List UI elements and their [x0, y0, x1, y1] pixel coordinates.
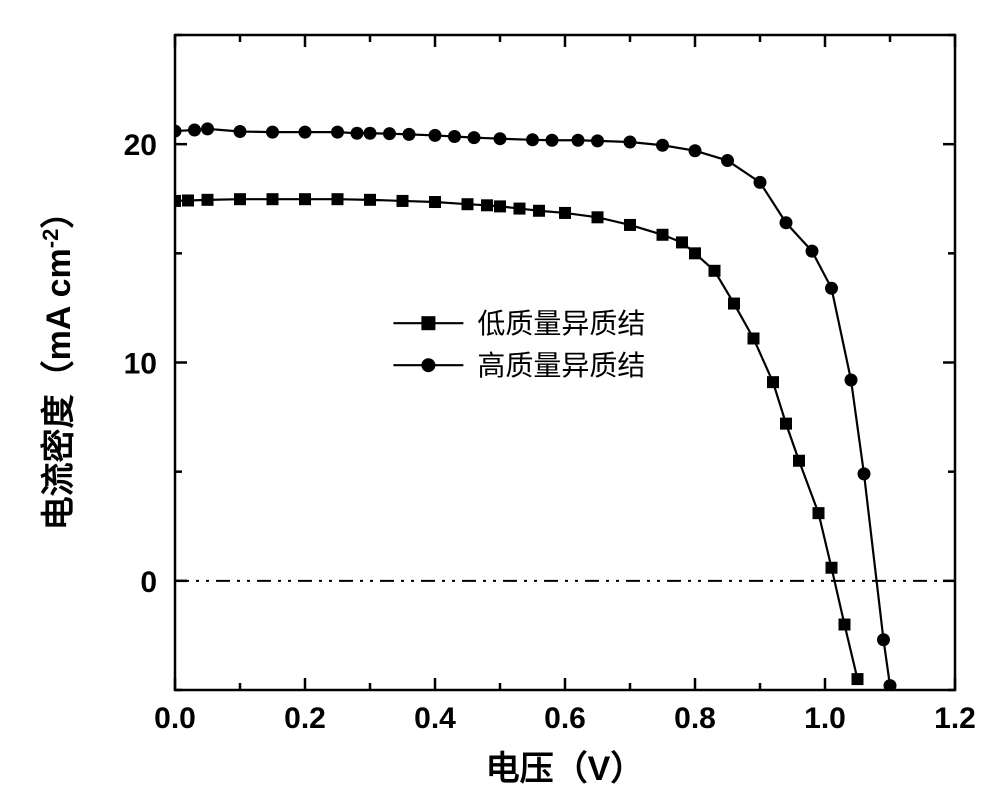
marker-square — [494, 200, 506, 212]
marker-circle — [429, 129, 442, 142]
marker-square — [689, 247, 701, 259]
marker-circle — [494, 132, 507, 145]
y-tick-label: 10 — [124, 348, 157, 381]
marker-square — [813, 507, 825, 519]
marker-circle — [806, 245, 819, 258]
x-tick-label: 0.2 — [284, 702, 326, 735]
marker-square — [780, 418, 792, 430]
x-tick-label: 0.8 — [674, 702, 716, 735]
marker-circle — [591, 134, 604, 147]
marker-circle — [266, 126, 279, 139]
x-tick-label: 1.0 — [804, 702, 846, 735]
marker-square — [728, 298, 740, 310]
marker-square — [234, 193, 246, 205]
marker-circle — [468, 131, 481, 144]
marker-circle — [572, 134, 585, 147]
marker-circle — [858, 467, 871, 480]
marker-square — [332, 193, 344, 205]
marker-square — [559, 207, 571, 219]
marker-circle — [331, 126, 344, 139]
marker-circle — [877, 633, 890, 646]
marker-circle — [234, 125, 247, 138]
marker-circle — [780, 216, 793, 229]
marker-circle — [201, 122, 214, 135]
marker-circle — [364, 127, 377, 140]
marker-circle — [624, 135, 637, 148]
marker-circle — [351, 127, 364, 140]
marker-square — [429, 196, 441, 208]
marker-square — [364, 194, 376, 206]
marker-circle — [526, 133, 539, 146]
marker-square — [202, 194, 214, 206]
marker-square — [748, 332, 760, 344]
marker-square — [533, 205, 545, 217]
marker-square — [624, 219, 636, 231]
x-tick-label: 0.6 — [544, 702, 586, 735]
marker-circle — [299, 126, 312, 139]
marker-circle — [546, 134, 559, 147]
marker-square — [657, 229, 669, 241]
marker-circle — [689, 144, 702, 157]
marker-square — [592, 211, 604, 223]
chart-container: { "chart": { "type": "line+scatter", "ba… — [0, 0, 1000, 812]
marker-square — [462, 198, 474, 210]
marker-square — [826, 562, 838, 574]
marker-circle — [721, 154, 734, 167]
legend-label: 低质量异质结 — [477, 308, 645, 340]
legend-label: 高质量异质结 — [477, 350, 645, 382]
x-tick-label: 0.0 — [154, 702, 196, 735]
x-tick-label: 1.2 — [934, 702, 976, 735]
marker-square — [397, 195, 409, 207]
marker-circle — [825, 282, 838, 295]
y-tick-label: 0 — [140, 566, 157, 599]
marker-square — [852, 673, 864, 685]
marker-square — [793, 455, 805, 467]
marker-circle — [448, 130, 461, 143]
x-tick-label: 0.4 — [414, 702, 456, 735]
marker-square — [709, 265, 721, 277]
marker-square — [514, 203, 526, 215]
marker-square — [481, 199, 493, 211]
y-tick-label: 20 — [124, 129, 157, 162]
marker-circle — [754, 176, 767, 189]
marker-square — [267, 193, 279, 205]
marker-circle — [188, 123, 201, 136]
marker-circle — [656, 139, 669, 152]
jv-curve-chart: 0.00.20.40.60.81.01.201020电压（V）电流密度（mA c… — [0, 0, 1000, 812]
marker-square — [299, 193, 311, 205]
marker-square — [839, 619, 851, 631]
x-axis-label: 电压（V） — [486, 749, 645, 788]
marker-square — [182, 194, 194, 206]
marker-circle — [845, 373, 858, 386]
marker-circle — [403, 128, 416, 141]
marker-square — [767, 376, 779, 388]
marker-square — [676, 236, 688, 248]
marker-circle — [383, 127, 396, 140]
